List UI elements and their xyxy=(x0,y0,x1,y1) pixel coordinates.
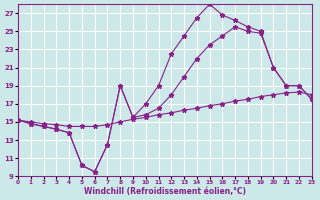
X-axis label: Windchill (Refroidissement éolien,°C): Windchill (Refroidissement éolien,°C) xyxy=(84,187,246,196)
